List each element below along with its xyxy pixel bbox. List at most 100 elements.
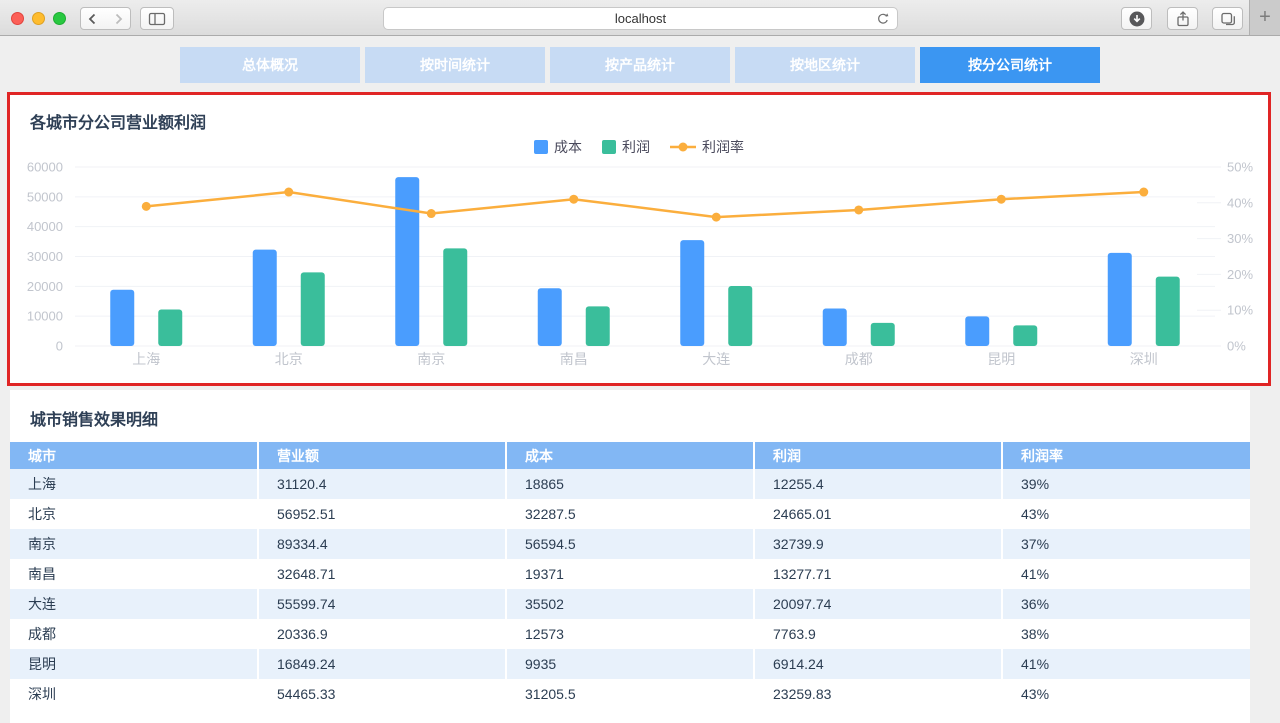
axis-label: 利润率 [702,139,744,155]
sidebar-toggle-button[interactable] [140,7,174,30]
axis-label: 50000 [27,189,63,204]
line-point[interactable] [569,194,579,204]
table-cell: 38% [1021,626,1050,642]
nav-tab-0[interactable]: 总体概况 [180,47,360,83]
table-cell: 南京 [10,529,259,559]
axis-label: 40000 [27,219,63,234]
table-cell: 6914.24 [754,649,1003,679]
table-cell: 北京 [10,499,259,529]
nav-tab-3[interactable]: 按地区统计 [735,47,915,83]
close-window-button[interactable] [11,12,24,25]
table-row: 成都 20336.9 12573 7763.9 38% [10,619,1250,649]
table-cell: 20097.74 [754,589,1003,619]
axis-label: 大连 [702,351,730,367]
legend-item[interactable]: 成本 [534,139,582,155]
chart-card: 各城市分公司营业额利润 0 10000 20000 30000 40000 50000 60… [10,95,1268,383]
bar-profit[interactable] [158,309,183,346]
line-point[interactable] [1139,187,1149,197]
bar-cost[interactable] [680,240,705,346]
axis-label: 利润 [622,139,650,155]
table-cell: 39% [1002,469,1250,499]
bar-cost[interactable] [395,177,420,346]
table-cell: 上海 [10,469,259,499]
table-cell: 深圳 [10,679,259,709]
axis-label: 成都 [845,351,873,367]
nav-tab-2[interactable]: 按产品统计 [550,47,730,83]
table-cell: 32287.5 [506,499,755,529]
legend-item[interactable]: 利润率 [670,139,744,155]
line-point[interactable] [996,194,1006,204]
dashboard-tabbar: 总体概况 按时间统计 按产品统计 按地区统计 按分公司统计 [0,47,1280,83]
table-cell: 56952.51 [258,499,507,529]
new-tab-button[interactable]: + [1249,0,1280,35]
bar-cost[interactable] [537,288,562,346]
table-cell: 成都 [10,619,259,649]
back-button[interactable] [80,7,106,30]
forward-button[interactable] [105,7,131,30]
table-cell: 12573 [506,619,755,649]
bar-profit[interactable] [1155,276,1180,346]
line-point[interactable] [426,209,436,219]
axis-label: 50% [1227,160,1253,175]
table-cell: 37% [1002,529,1250,559]
axis-label: 20000 [27,279,63,294]
axis-label: 10% [1227,303,1253,318]
bar-profit[interactable] [585,306,610,346]
table-row: 大连 55599.74 35502 20097.74 36% [10,589,1250,619]
line-point[interactable] [141,201,151,211]
bar-cost[interactable] [252,249,277,346]
zoom-window-button[interactable] [53,12,66,25]
line-point[interactable] [284,187,294,197]
company-profit-chart[interactable]: 0 10000 20000 30000 40000 50000 60000 0% 10% 20% 3… [10,133,1268,378]
nav-tab-4[interactable]: 按分公司统计 [920,47,1100,83]
nav-tab-1[interactable]: 按时间统计 [365,47,545,83]
share-button[interactable] [1167,7,1198,30]
axis-label: 深圳 [1130,351,1158,367]
legend-swatch [534,140,548,154]
chevron-left-icon [88,13,96,24]
table-cell: 23259.83 [754,679,1003,709]
axis-label: 上海 [132,351,160,367]
downloads-button[interactable] [1121,7,1152,30]
bar-cost[interactable] [1107,252,1132,346]
axis-label: 10000 [27,309,63,324]
bar-cost[interactable] [822,308,847,346]
table-cell: 24665.01 [754,499,1003,529]
address-bar-url: localhost [614,11,667,26]
line-point[interactable] [854,205,864,215]
city-sales-table: 城市 营业额 成本 利润 利润率 上海 31120.4 18865 12255.4 39% 北京 5… [10,442,1250,709]
table-cell: 41% [1021,566,1050,582]
chevron-right-icon [115,13,122,24]
bar-profit[interactable] [728,286,753,346]
bar-profit[interactable] [870,322,895,346]
minimize-window-button[interactable] [32,12,45,25]
table-row: 南昌 32648.71 19371 13277.71 41% [10,559,1250,589]
table-cell: 35502 [506,589,755,619]
share-icon [1176,10,1189,26]
table-row: 南京 89334.4 56594.5 32739.9 37% [10,529,1250,559]
table-cell: 13277.71 [754,559,1003,589]
table-cell: 9935 [506,649,755,679]
table-cell: 31120.4 [258,469,507,499]
reload-icon [878,13,889,24]
bar-profit[interactable] [443,248,468,346]
tab-overview-button[interactable] [1212,7,1243,30]
column-header: 利润 [754,442,1003,469]
tabs-icon [1220,12,1235,25]
bar-cost[interactable] [965,316,990,346]
column-header: 利润率 [1002,442,1250,469]
legend-item[interactable]: 利润 [602,139,650,155]
profit-rate-line[interactable] [146,190,1144,219]
table-cell: 43% [1021,506,1050,522]
bar-cost[interactable] [110,289,135,346]
axis-label: 0 [56,339,63,354]
table-cell: 18865 [506,469,755,499]
address-bar[interactable]: localhost [383,7,898,30]
axis-label: 南京 [417,351,445,367]
line-point[interactable] [711,212,721,222]
axis-label: 0% [1227,339,1246,354]
reload-button[interactable] [876,12,890,29]
bar-profit[interactable] [1013,325,1038,346]
bar-profit[interactable] [300,272,325,346]
table-cell: 54465.33 [258,679,507,709]
